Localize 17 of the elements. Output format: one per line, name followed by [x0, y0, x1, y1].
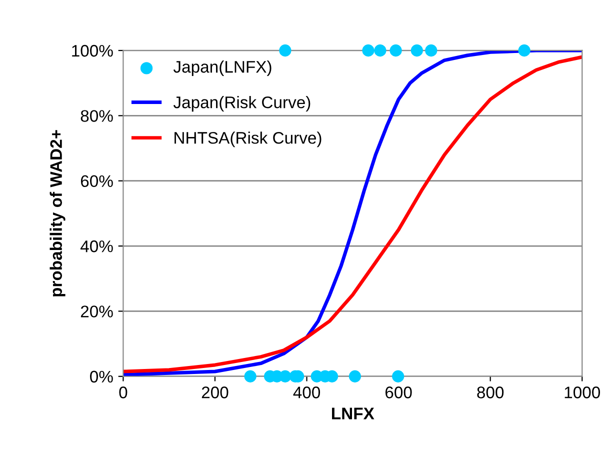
x-tick-label: 200	[202, 386, 228, 398]
y-tick-label: 100%	[72, 44, 113, 57]
x-tick-label: 0	[119, 386, 128, 398]
x-tick-label: 800	[477, 386, 504, 398]
y-tick-label: 40%	[80, 240, 113, 252]
y-tick-label: 0%	[90, 370, 113, 383]
y-tick-label: 60%	[80, 175, 113, 188]
x-tick-label: 400	[293, 386, 320, 398]
legend-label: NHTSA(Risk Curve)	[174, 132, 322, 148]
y-tick-label: 20%	[80, 306, 113, 318]
legend-label: Japan(LNFX)	[173, 60, 272, 76]
x-axis-title: LNFX	[332, 408, 374, 420]
x-tick-label: 1000	[564, 386, 600, 398]
y-tick-label: 80%	[80, 110, 113, 122]
legend-label: Japan(Risk Curve)	[173, 96, 310, 112]
x-tick-label: 600	[385, 386, 412, 398]
y-axis-title: probability of WAD2+	[50, 130, 66, 296]
